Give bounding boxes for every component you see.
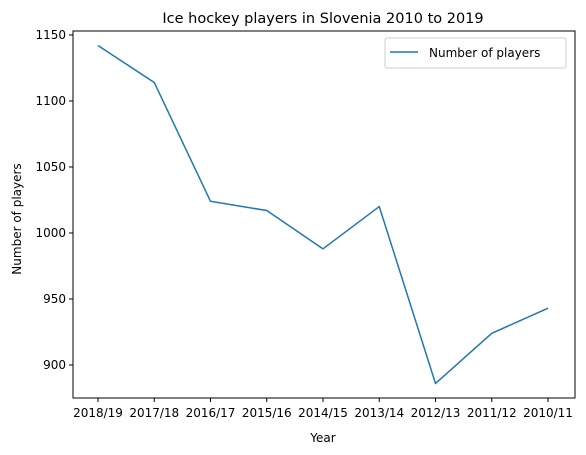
- x-tick-label: 2011/12: [467, 406, 517, 420]
- legend-box: [384, 37, 567, 69]
- y-tick-label: 950: [43, 292, 66, 306]
- chart-title: Ice hockey players in Slovenia 2010 to 2…: [162, 11, 483, 27]
- x-axis: 2018/19 2017/18 2016/17 2015/16 2014/15 2013/…: [73, 398, 573, 420]
- plot-area: [72, 30, 576, 399]
- legend-label: Number of players: [429, 46, 540, 60]
- series-line: [97, 44, 549, 385]
- y-tick-label: 900: [43, 358, 66, 372]
- x-tick-label: 2016/17: [186, 406, 236, 420]
- y-axis: 900 950 1000 1050 1100 1150: [35, 28, 73, 372]
- x-tick-label: 2013/14: [354, 406, 404, 420]
- y-tick-label: 1150: [35, 28, 66, 42]
- y-tick-label: 1000: [35, 226, 66, 240]
- x-tick-label: 2015/16: [242, 406, 292, 420]
- x-tick-label: 2014/15: [298, 406, 348, 420]
- x-tick-label: 2012/13: [411, 406, 461, 420]
- y-axis-label: Number of players: [10, 163, 24, 274]
- x-tick-label: 2018/19: [73, 406, 123, 420]
- legend: Number of players: [384, 37, 567, 69]
- y-tick-label: 1050: [35, 160, 66, 174]
- y-tick-label: 1100: [35, 94, 66, 108]
- x-tick-label: 2017/18: [129, 406, 179, 420]
- plot-frame: [72, 30, 576, 399]
- x-tick-label: 2010/11: [523, 406, 573, 420]
- x-axis-label: Year: [309, 431, 335, 445]
